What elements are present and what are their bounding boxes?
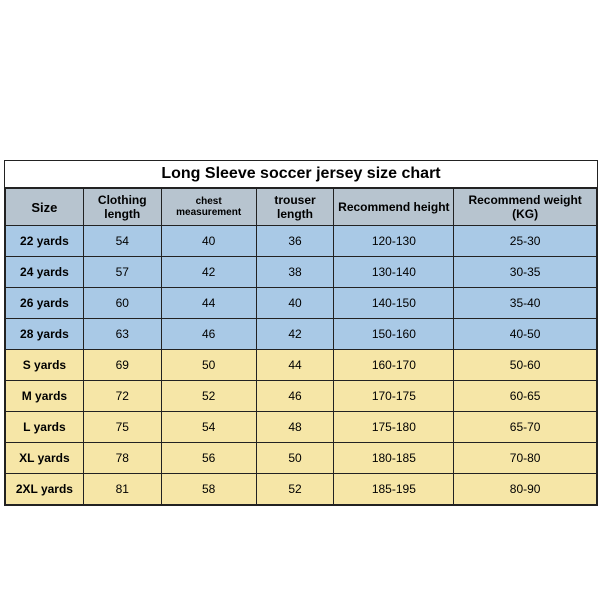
table-cell: 56 [161,443,256,474]
table-cell: M yards [6,381,84,412]
table-cell: L yards [6,412,84,443]
col-header: Clothing length [83,189,161,226]
table-row: 28 yards634642150-16040-50 [6,319,597,350]
table-cell: 75 [83,412,161,443]
table-cell: 46 [161,319,256,350]
table-header-row: SizeClothing lengthchest measurementtrou… [6,189,597,226]
table-cell: 46 [256,381,334,412]
table-cell: 60-65 [454,381,597,412]
table-cell: 69 [83,350,161,381]
table-cell: 81 [83,474,161,505]
table-cell: 42 [161,257,256,288]
table-cell: XL yards [6,443,84,474]
table-cell: 60 [83,288,161,319]
table-cell: 2XL yards [6,474,84,505]
table-cell: 40-50 [454,319,597,350]
table-cell: S yards [6,350,84,381]
table-cell: 170-175 [334,381,454,412]
size-table: SizeClothing lengthchest measurementtrou… [5,188,597,505]
col-header: trouser length [256,189,334,226]
table-cell: 54 [161,412,256,443]
col-header: Size [6,189,84,226]
table-cell: 40 [256,288,334,319]
table-cell: 26 yards [6,288,84,319]
table-cell: 78 [83,443,161,474]
table-cell: 54 [83,226,161,257]
table-cell: 175-180 [334,412,454,443]
table-cell: 57 [83,257,161,288]
table-cell: 28 yards [6,319,84,350]
table-cell: 50-60 [454,350,597,381]
table-cell: 65-70 [454,412,597,443]
col-header: chest measurement [161,189,256,226]
col-header: Recommend height [334,189,454,226]
table-cell: 52 [161,381,256,412]
table-row: L yards755448175-18065-70 [6,412,597,443]
table-cell: 36 [256,226,334,257]
table-cell: 38 [256,257,334,288]
table-row: S yards695044160-17050-60 [6,350,597,381]
table-row: XL yards785650180-18570-80 [6,443,597,474]
table-row: M yards725246170-17560-65 [6,381,597,412]
table-cell: 42 [256,319,334,350]
table-cell: 25-30 [454,226,597,257]
table-cell: 120-130 [334,226,454,257]
chart-title: Long Sleeve soccer jersey size chart [5,161,597,188]
table-cell: 63 [83,319,161,350]
table-cell: 160-170 [334,350,454,381]
table-cell: 48 [256,412,334,443]
table-cell: 180-185 [334,443,454,474]
table-cell: 58 [161,474,256,505]
table-cell: 22 yards [6,226,84,257]
table-cell: 50 [161,350,256,381]
table-cell: 44 [161,288,256,319]
table-cell: 44 [256,350,334,381]
table-cell: 130-140 [334,257,454,288]
table-cell: 30-35 [454,257,597,288]
table-cell: 50 [256,443,334,474]
table-cell: 35-40 [454,288,597,319]
table-row: 24 yards574238130-14030-35 [6,257,597,288]
table-cell: 24 yards [6,257,84,288]
table-cell: 72 [83,381,161,412]
col-header: Recommend weight (KG) [454,189,597,226]
table-row: 22 yards544036120-13025-30 [6,226,597,257]
table-cell: 70-80 [454,443,597,474]
table-cell: 52 [256,474,334,505]
size-chart: Long Sleeve soccer jersey size chart Siz… [4,160,598,506]
table-row: 2XL yards815852185-19580-90 [6,474,597,505]
table-cell: 40 [161,226,256,257]
table-cell: 140-150 [334,288,454,319]
table-cell: 185-195 [334,474,454,505]
table-cell: 150-160 [334,319,454,350]
table-cell: 80-90 [454,474,597,505]
table-row: 26 yards604440140-15035-40 [6,288,597,319]
